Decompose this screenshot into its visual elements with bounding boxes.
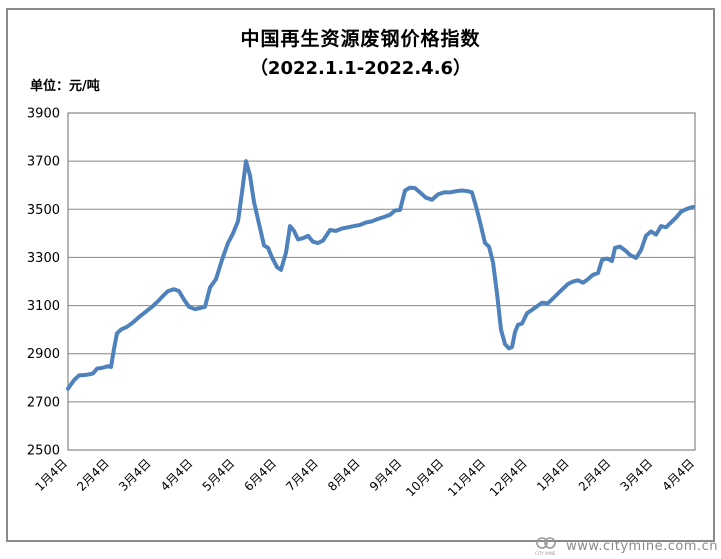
x-tick-label: 1月4日 xyxy=(32,456,70,494)
x-tick-label: 4月4日 xyxy=(659,456,697,494)
chart-frame xyxy=(6,8,715,542)
x-tick-label: 10月4日 xyxy=(403,456,446,499)
x-tick-label: 8月4日 xyxy=(325,456,363,494)
watermark: CITY MINE www.citymine.com.cn xyxy=(533,534,718,558)
x-tick-label: 5月4日 xyxy=(200,456,238,494)
chart-title: 中国再生资源废钢价格指数 xyxy=(240,28,481,50)
x-tick-label: 2月4日 xyxy=(74,456,112,494)
plot-border xyxy=(67,112,696,451)
price-index-line xyxy=(66,159,695,391)
x-tick-label: 11月4日 xyxy=(445,456,488,499)
y-tick-label: 3500 xyxy=(27,203,60,218)
unit-label: 单位：元/吨 xyxy=(30,79,100,94)
x-tick-label: 2月4日 xyxy=(576,456,614,494)
y-tick-label: 2700 xyxy=(27,395,60,410)
x-tick-label: 7月4日 xyxy=(283,456,321,494)
x-tick-label: 3月4日 xyxy=(618,456,656,494)
x-tick-label: 9月4日 xyxy=(367,456,405,494)
svg-text:CITY MINE: CITY MINE xyxy=(535,551,556,556)
x-tick-label: 1月4日 xyxy=(534,456,572,494)
watermark-url: www.citymine.com.cn xyxy=(566,538,718,554)
y-tick-label: 3900 xyxy=(27,107,60,122)
x-tick-label: 6月4日 xyxy=(241,456,279,494)
y-tick-label: 3700 xyxy=(27,155,60,170)
y-tick-label: 2900 xyxy=(27,347,60,362)
x-tick-label: 4月4日 xyxy=(158,456,196,494)
y-tick-label: 3300 xyxy=(27,251,60,266)
citymine-logo-icon: CITY MINE xyxy=(535,537,556,556)
chart-subtitle: （2022.1.1-2022.4.6） xyxy=(249,58,472,79)
y-tick-label: 3100 xyxy=(27,299,60,314)
x-tick-label: 12月4日 xyxy=(487,456,530,499)
x-tick-label: 3月4日 xyxy=(116,456,154,494)
y-tick-label: 2500 xyxy=(27,444,60,459)
